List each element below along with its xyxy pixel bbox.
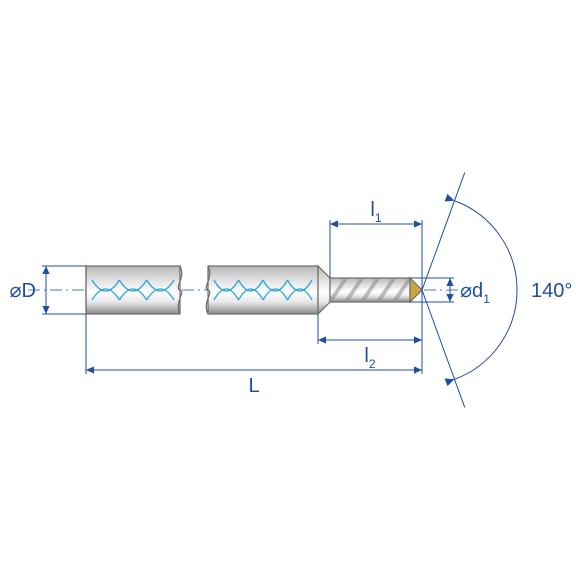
label-l2: l2: [364, 345, 375, 371]
drill-tool: [86, 266, 422, 314]
label-D: ⌀D: [10, 280, 36, 302]
shank-right: [208, 266, 318, 314]
angle-ray: [422, 173, 465, 290]
label-L: L: [248, 375, 259, 397]
neck: [318, 266, 330, 314]
angle-ray: [422, 290, 465, 407]
label-angle: 140°: [531, 280, 572, 302]
shank-left: [86, 266, 180, 314]
label-d1: ⌀d1: [460, 280, 490, 306]
label-l1: l1: [370, 199, 381, 225]
drill-tip: [410, 278, 422, 302]
